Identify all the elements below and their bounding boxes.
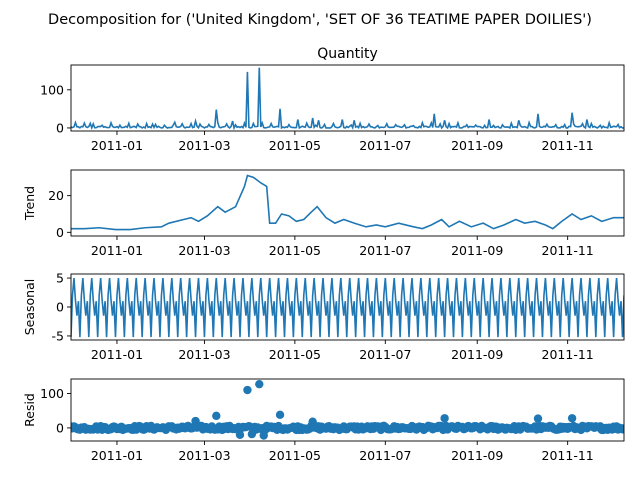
x-tick-label: 2011-05 [269,243,321,258]
x-tick-label: 2011-11 [542,138,594,153]
x-tick-label: 2011-05 [269,448,321,463]
quantity-series-line [71,67,624,131]
series-group [71,67,624,131]
panel-title: Quantity [317,46,378,62]
x-tick-label: 2011-03 [178,448,230,463]
x-tick-label: 2011-11 [542,347,594,362]
y-tick-label: 5 [56,271,64,286]
panel-frame [70,64,625,132]
x-tick-label: 2011-11 [542,448,594,463]
figure-suptitle: Decomposition for ('United Kingdom', 'SE… [48,12,592,28]
panel-resid: 0 100 2011-01 2011-03 2011-05 2011-07 2011-09 2… [22,378,625,463]
x-tick-label: 2011-03 [178,347,230,362]
resid-point [275,410,285,420]
x-tick-label: 2011-05 [269,347,321,362]
x-tick-label: 2011-07 [359,347,411,362]
y-tick-label: 0 [56,300,64,315]
resid-point [619,424,624,433]
trend-series-line [71,174,624,231]
y-tick-label: 100 [40,386,64,401]
x-tick-label: 2011-07 [359,138,411,153]
series-group [71,379,624,440]
resid-point [440,414,449,423]
panel-frame [70,169,625,237]
x-tick-label: 2011-05 [269,138,321,153]
x-tick-label: 2011-09 [451,138,503,153]
panel-quantity: 0 100 2011-01 2011-03 2011-05 2011-07 2011-09 2… [40,46,625,153]
y-tick-label: 0 [56,120,64,135]
y-axis-label: Trend [22,186,37,221]
x-tick-label: 2011-11 [542,243,594,258]
y-axis-label: Seasonal [22,279,37,336]
panel-frame [70,378,625,442]
x-tick-label: 2011-07 [359,448,411,463]
panel-seasonal: -5 0 5 2011-01 2011-03 2011-05 2011-07 2011-09 2… [22,271,625,362]
resid-point [255,379,264,389]
resid-point [243,385,252,395]
x-tick-label: 2011-01 [91,138,143,153]
x-tick-label: 2011-01 [91,448,143,463]
y-axis-label: Resid [22,393,37,427]
series-group [71,277,624,338]
x-tick-label: 2011-03 [178,138,230,153]
y-tick-label: 0 [56,420,64,435]
resid-point [567,414,577,423]
panel-trend: 0 20 2011-01 2011-03 2011-05 2011-07 2011-09 20… [22,169,625,258]
y-tick-label: 20 [48,188,64,203]
x-tick-label: 2011-09 [451,243,503,258]
resid-point [533,414,543,423]
y-tick-label: 100 [40,82,64,97]
x-tick-label: 2011-03 [178,243,230,258]
x-tick-label: 2011-09 [451,347,503,362]
panels: 0 100 2011-01 2011-03 2011-05 2011-07 2011-09 2… [22,46,625,463]
x-tick-label: 2011-01 [91,347,143,362]
x-tick-label: 2011-01 [91,243,143,258]
resid-point [235,430,245,439]
seasonal-series-line [71,277,624,338]
x-tick-label: 2011-07 [359,243,411,258]
series-group [71,174,624,231]
y-tick-label: 0 [56,225,64,240]
y-tick-label: -5 [52,328,64,343]
resid-point [212,411,221,421]
x-tick-label: 2011-09 [451,448,503,463]
